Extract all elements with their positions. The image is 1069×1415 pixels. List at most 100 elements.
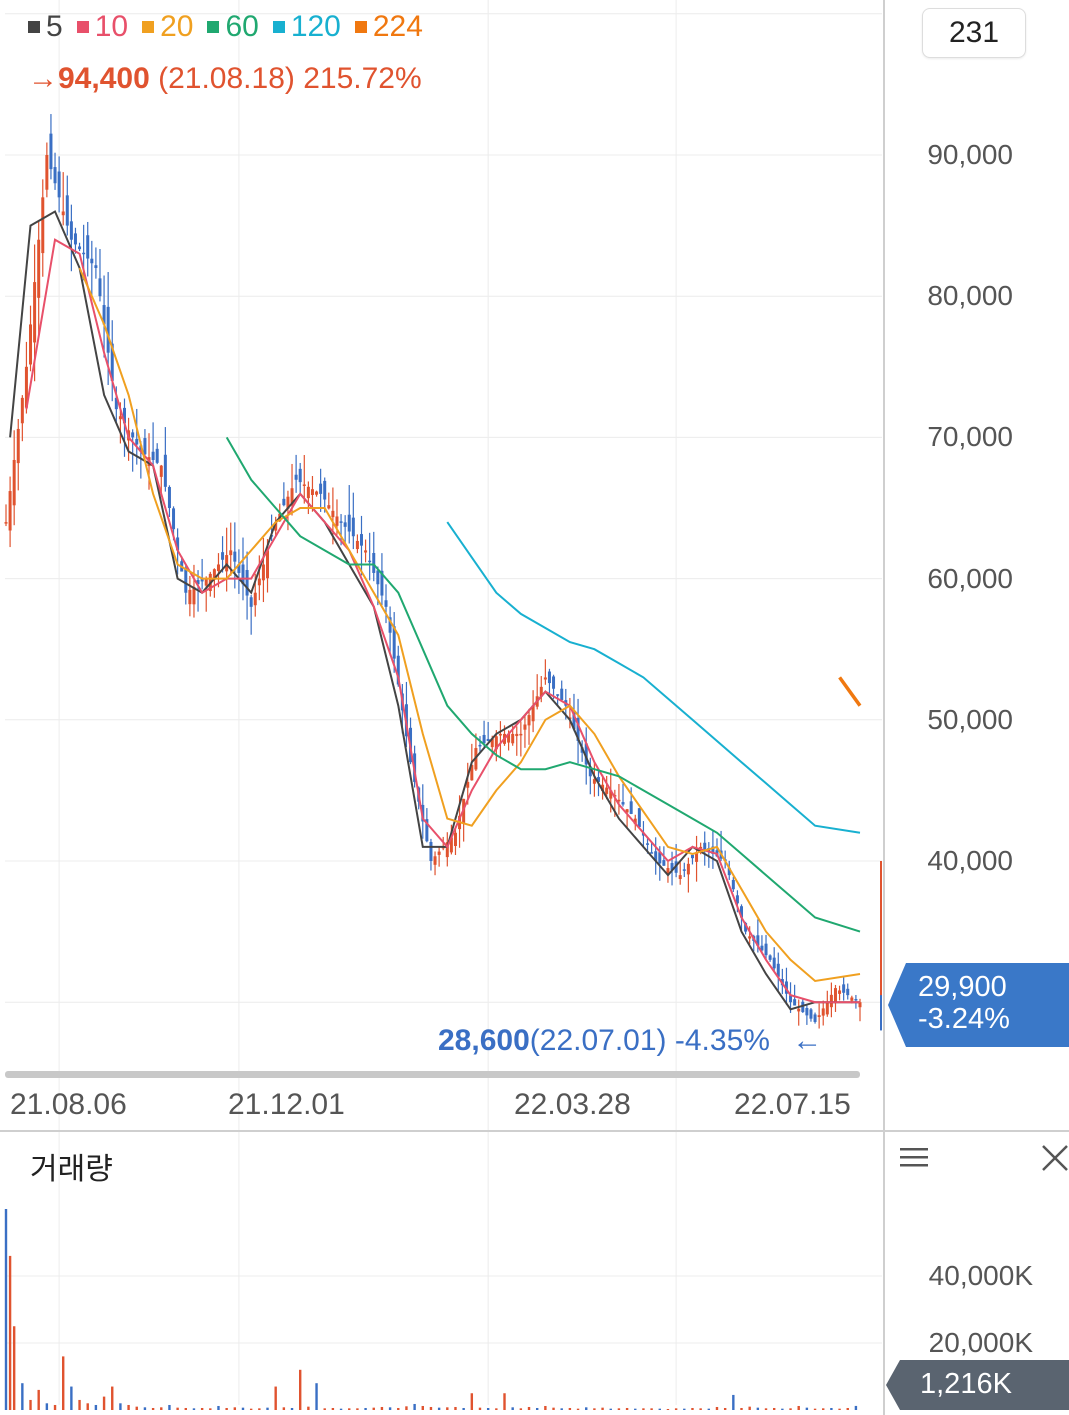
- candle-body: [466, 781, 470, 788]
- candle-body: [372, 552, 376, 573]
- candle-body: [666, 868, 670, 873]
- candle-body: [221, 552, 225, 560]
- candle-body: [482, 734, 486, 744]
- candle-body: [789, 995, 793, 1003]
- candle-body: [122, 407, 126, 424]
- candle-body: [368, 560, 372, 563]
- legend-label: 120: [290, 10, 341, 43]
- candle-body: [658, 852, 662, 864]
- candle-body: [772, 957, 776, 969]
- volume-bar: [225, 1407, 228, 1410]
- candle-body: [699, 846, 703, 849]
- candle-body: [637, 808, 641, 828]
- candle-body: [511, 733, 515, 744]
- legend-item-60[interactable]: 60: [207, 10, 259, 44]
- volume-bar: [658, 1408, 661, 1410]
- volume-last-value: 1,216K: [920, 1368, 1012, 1400]
- candle-body: [425, 819, 429, 842]
- low-change: -4.35%: [674, 1024, 770, 1057]
- volume-bar: [12, 1326, 16, 1410]
- volume-bar: [462, 1407, 465, 1410]
- candle-body: [662, 860, 666, 866]
- last-price-value: 29,900: [918, 971, 1007, 1003]
- candle-body: [388, 617, 392, 633]
- volume-bar: [552, 1407, 555, 1410]
- volume-bar: [8, 1255, 12, 1410]
- volume-bar: [151, 1407, 155, 1410]
- volume-bar: [331, 1407, 335, 1410]
- volume-bar: [307, 1406, 310, 1410]
- volume-bar: [601, 1407, 604, 1410]
- volume-bar: [135, 1406, 138, 1410]
- candle-body: [98, 278, 102, 297]
- candle-body: [376, 570, 380, 585]
- volume-bar: [585, 1407, 588, 1410]
- volume-bar: [764, 1408, 768, 1410]
- volume-bar: [634, 1408, 637, 1410]
- candle-body: [282, 498, 286, 506]
- period-count-button[interactable]: 231: [922, 8, 1026, 58]
- volume-bar: [339, 1408, 343, 1410]
- volume-bar: [830, 1407, 833, 1410]
- volume-bar: [372, 1407, 375, 1410]
- close-icon-glyph: [1042, 1145, 1068, 1171]
- volume-bar: [70, 1386, 73, 1410]
- candle-body: [592, 779, 596, 784]
- candle-body: [118, 416, 122, 420]
- candle-body: [53, 167, 57, 184]
- legend-label: 5: [46, 10, 63, 43]
- candle-body: [167, 487, 171, 508]
- candle-body: [151, 451, 155, 460]
- volume-bar: [86, 1403, 89, 1410]
- menu-icon-glyph: [900, 1148, 928, 1167]
- candle-body: [735, 895, 739, 904]
- candle-body: [90, 258, 94, 264]
- candle-body: [711, 846, 715, 854]
- volume-bar: [511, 1407, 514, 1410]
- legend-item-5[interactable]: 5: [28, 10, 63, 44]
- candle-body: [523, 724, 527, 730]
- menu-icon[interactable]: [900, 1144, 930, 1172]
- candle-body: [57, 171, 61, 198]
- period-count: 231: [948, 16, 1000, 49]
- candle-body: [601, 784, 605, 792]
- candle-body: [200, 577, 204, 582]
- candle-body: [41, 197, 45, 254]
- candle-body: [384, 600, 388, 607]
- candle-body: [216, 564, 220, 572]
- candle-body: [690, 854, 694, 859]
- candle-body: [82, 252, 86, 255]
- volume-bar: [772, 1407, 776, 1410]
- low-arrow-icon: ←: [792, 1024, 823, 1057]
- candle-body: [646, 843, 650, 845]
- legend-label: 20: [160, 10, 194, 43]
- x-tick-label: 22.07.15: [734, 1088, 851, 1121]
- x-tick-label: 21.12.01: [228, 1088, 345, 1121]
- volume-bar: [405, 1406, 408, 1410]
- candle-body: [793, 999, 797, 1006]
- legend-item-120[interactable]: 120: [272, 10, 341, 44]
- volume-bar: [388, 1407, 392, 1410]
- candle-body: [805, 1007, 809, 1016]
- candle-body: [490, 738, 494, 748]
- candle-body: [135, 438, 139, 445]
- candle-body: [572, 712, 576, 730]
- candle-body: [609, 790, 613, 799]
- volume-bar: [4, 1209, 8, 1410]
- volume-bar: [699, 1408, 702, 1410]
- candle-body: [380, 570, 384, 596]
- y-tick-label: 60,000: [927, 562, 1013, 594]
- candle-body: [172, 508, 176, 530]
- volume-bar: [691, 1407, 694, 1410]
- legend-item-10[interactable]: 10: [76, 10, 128, 44]
- close-icon[interactable]: [1040, 1140, 1069, 1174]
- candle-body: [629, 801, 633, 814]
- volume-bar: [813, 1408, 817, 1410]
- candle-body: [364, 550, 368, 553]
- candle-body: [294, 474, 298, 480]
- legend-item-20[interactable]: 20: [142, 10, 193, 44]
- candle-body: [519, 733, 523, 736]
- legend-item-224[interactable]: 224: [354, 10, 423, 44]
- candle-body: [556, 694, 560, 696]
